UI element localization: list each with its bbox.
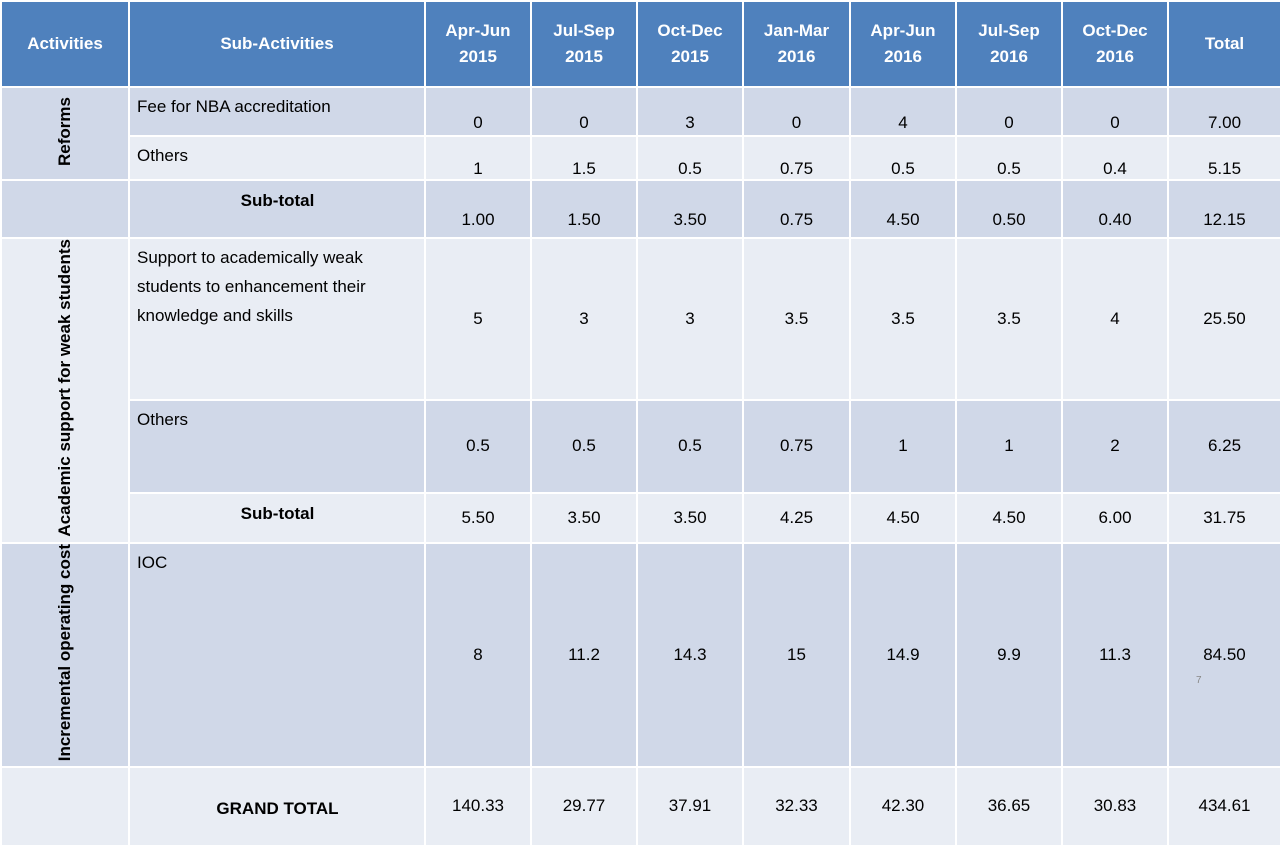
value-cell: 37.91 (636, 765, 744, 847)
value-cell: 0.4 (1061, 135, 1169, 181)
value-cell: 4 (849, 86, 957, 137)
page-number: 7 (1196, 675, 1202, 686)
col-header-period: Oct-Dec 2015 (636, 0, 744, 88)
value-cell: 4.25 (742, 491, 851, 544)
value-cell: 0 (955, 86, 1063, 137)
value-cell: 0.5 (424, 398, 532, 494)
value-cell: 11.2 (530, 541, 638, 768)
total-cell: 6.25 (1167, 398, 1280, 494)
value-cell: 42.30 (849, 765, 957, 847)
value-cell: 1 (849, 398, 957, 494)
subtotal-row: Sub-total 5.50 3.50 3.50 4.25 4.50 4.50 … (1, 491, 1280, 544)
value-cell: 3 (530, 237, 638, 401)
value-cell: 0.75 (742, 398, 851, 494)
value-cell: 0.50 (955, 179, 1063, 239)
value-cell: 0.75 (742, 135, 851, 181)
activity-reforms: Reforms (0, 86, 130, 181)
value-cell: 3.5 (742, 237, 851, 401)
value-cell: 0.5 (955, 135, 1063, 181)
col-header-total: Total (1167, 0, 1280, 88)
header-row: Activities Sub-Activities Apr-Jun 2015 Ju… (0, 0, 1280, 88)
value-cell: 14.9 (849, 541, 957, 768)
value-cell: 2 (1061, 398, 1169, 494)
value-cell: 0.75 (742, 179, 851, 239)
total-cell: 12.15 (1167, 179, 1280, 239)
value-cell: 4.50 (849, 179, 957, 239)
value-cell: 30.83 (1061, 765, 1169, 847)
table-row: Reforms Fee for NBA accreditation 0 0 3 … (0, 86, 1280, 181)
subtotal-label: Sub-total (128, 491, 426, 544)
value-cell: 0.5 (636, 398, 744, 494)
col-header-period: Jul-Sep 2016 (955, 0, 1063, 88)
value-cell: 11.3 (1061, 541, 1169, 768)
value-cell: 3 (636, 86, 744, 137)
col-header-period: Apr-Jun 2015 (424, 0, 532, 88)
value-cell: 0 (424, 86, 532, 137)
value-cell: 0.5 (530, 398, 638, 494)
total-cell: 84.50 (1167, 541, 1280, 768)
value-cell: 3.50 (530, 491, 638, 544)
value-cell: 8 (424, 541, 532, 768)
value-cell: 32.33 (742, 765, 851, 847)
value-cell: 0 (742, 86, 851, 137)
sub-activity-label: Others (128, 398, 426, 494)
value-cell: 4.50 (849, 491, 957, 544)
value-cell: 9.9 (955, 541, 1063, 768)
col-header-period: Oct-Dec 2016 (1061, 0, 1169, 88)
value-cell: 1.5 (530, 135, 638, 181)
activity-incremental-operating-cost: Incremental operating cost (0, 541, 130, 768)
empty-cell (0, 179, 130, 239)
value-cell: 0 (1061, 86, 1169, 137)
table-row: Academic support for weak students Suppo… (0, 237, 1280, 544)
value-cell: 3.50 (636, 491, 744, 544)
grand-total-row: GRAND TOTAL 140.33 29.77 37.91 32.33 42.… (0, 765, 1280, 847)
value-cell: 3 (636, 237, 744, 401)
sub-activity-label: IOC (128, 541, 426, 768)
value-cell: 0.40 (1061, 179, 1169, 239)
sub-activity-label: Others (128, 135, 426, 181)
sub-activity-label: Fee for NBA accreditation (128, 86, 426, 137)
sub-activity-label: Support to academically weak students to… (128, 237, 426, 401)
value-cell: 4 (1061, 237, 1169, 401)
col-header-sub-activities: Sub-Activities (128, 0, 426, 88)
value-cell: 29.77 (530, 765, 638, 847)
col-header-period: Jan-Mar 2016 (742, 0, 851, 88)
value-cell: 3.50 (636, 179, 744, 239)
value-cell: 3.5 (849, 237, 957, 401)
value-cell: 140.33 (424, 765, 532, 847)
table-row: Others 0.5 0.5 0.5 0.75 1 1 2 6.25 (1, 398, 1280, 494)
value-cell: 0.5 (636, 135, 744, 181)
total-cell: 7.00 (1167, 86, 1280, 137)
total-cell: 31.75 (1167, 491, 1280, 544)
value-cell: 15 (742, 541, 851, 768)
value-cell: 14.3 (636, 541, 744, 768)
total-cell: 25.50 (1167, 237, 1280, 401)
value-cell: 5 (424, 237, 532, 401)
total-cell: 5.15 (1167, 135, 1280, 181)
value-cell: 0.5 (849, 135, 957, 181)
table-row: Incremental operating cost IOC 8 11.2 14… (0, 541, 1280, 768)
col-header-activities: Activities (0, 0, 130, 88)
value-cell: 1 (424, 135, 532, 181)
total-cell: 434.61 (1167, 765, 1280, 847)
col-header-period: Jul-Sep 2015 (530, 0, 638, 88)
activity-academic-support: Academic support for weak students (0, 237, 130, 544)
value-cell: 4.50 (955, 491, 1063, 544)
value-cell: 0 (530, 86, 638, 137)
value-cell: 3.5 (955, 237, 1063, 401)
value-cell: 6.00 (1061, 491, 1169, 544)
table-row: Others 1 1.5 0.5 0.75 0.5 0.5 0.4 5.15 (1, 135, 1280, 181)
value-cell: 1.00 (424, 179, 532, 239)
value-cell: 5.50 (424, 491, 532, 544)
col-header-period: Apr-Jun 2016 (849, 0, 957, 88)
subtotal-label: Sub-total (128, 179, 426, 239)
subtotal-row: Sub-total 1.00 1.50 3.50 0.75 4.50 0.50 … (0, 179, 1280, 239)
grand-total-label: GRAND TOTAL (128, 765, 426, 847)
value-cell: 1.50 (530, 179, 638, 239)
value-cell: 1 (955, 398, 1063, 494)
empty-cell (0, 765, 130, 847)
value-cell: 36.65 (955, 765, 1063, 847)
